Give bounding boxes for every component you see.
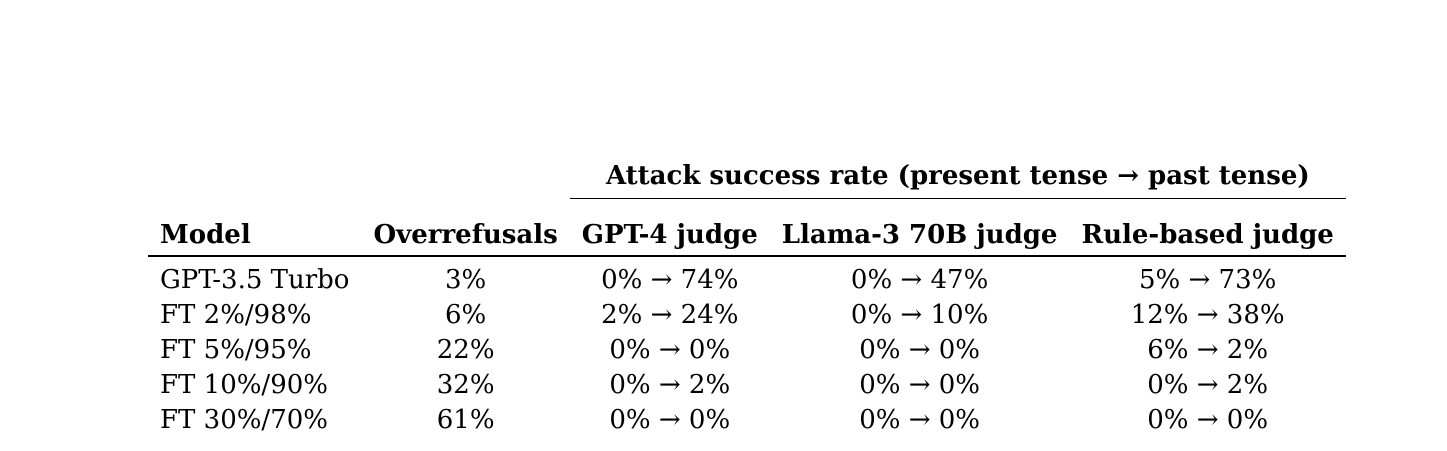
model-cell: FT 30%/70% (160, 405, 328, 435)
gpt4-judge-cell: 0% → 0% (609, 405, 731, 435)
group-spacer (148, 150, 361, 199)
gpt4-judge-cell: 2% → 24% (601, 300, 739, 330)
overrefusals-cell: 22% (436, 335, 495, 365)
model-cell: FT 5%/95% (160, 335, 312, 365)
model-cell: FT 2%/98% (160, 300, 312, 330)
llama3-judge-cell: 0% → 10% (850, 300, 989, 330)
rule-based-judge-cell: 6% → 2% (1147, 335, 1269, 365)
column-header-llama3-judge: Llama-3 70B judge (769, 198, 1070, 257)
llama3-judge-cell: 0% → 0% (859, 335, 981, 365)
column-header-rule-based-judge: Rule-based judge (1069, 198, 1346, 257)
column-header-model: Model (148, 198, 362, 257)
table-row: FT 2%/98% 6% 2% → 24% 0% → 10% 12% → 38% (148, 298, 1346, 333)
llama3-judge-cell: 0% → 0% (859, 405, 981, 435)
column-header-gpt4-judge: GPT-4 judge (569, 198, 770, 257)
model-cell: GPT-3.5 Turbo (160, 265, 350, 295)
attack-success-rate-header: Attack success rate (present tense → pas… (569, 150, 1346, 199)
gpt4-judge-cell: 0% → 2% (609, 370, 731, 400)
table-row: GPT-3.5 Turbo 3% 0% → 74% 0% → 47% 5% → … (148, 256, 1346, 298)
overrefusals-cell: 3% (445, 265, 487, 295)
gpt4-judge-cell: 0% → 74% (601, 265, 739, 295)
rule-based-judge-cell: 0% → 2% (1147, 370, 1269, 400)
table-row: FT 5%/95% 22% 0% → 0% 0% → 0% 6% → 2% (148, 333, 1346, 368)
column-header-row: Model Overrefusals GPT-4 judge Llama-3 7… (148, 198, 1346, 257)
rule-based-judge-cell: 0% → 0% (1147, 405, 1269, 435)
overrefusals-cell: 6% (445, 300, 487, 330)
gpt4-judge-cell: 0% → 0% (609, 335, 731, 365)
column-header-overrefusals: Overrefusals (361, 198, 570, 257)
group-header-row: Attack success rate (present tense → pas… (148, 150, 1346, 199)
table-row: FT 10%/90% 32% 0% → 2% 0% → 0% 0% → 2% (148, 368, 1346, 403)
group-spacer (361, 150, 569, 199)
overrefusals-cell: 32% (436, 370, 495, 400)
table-row: FT 30%/70% 61% 0% → 0% 0% → 0% 0% → 0% (148, 403, 1346, 438)
overrefusals-cell: 61% (436, 405, 495, 435)
results-table-container: Attack success rate (present tense → pas… (148, 150, 1346, 438)
rule-based-judge-cell: 12% → 38% (1130, 300, 1285, 330)
llama3-judge-cell: 0% → 47% (850, 265, 989, 295)
rule-based-judge-cell: 5% → 73% (1138, 265, 1277, 295)
llama3-judge-cell: 0% → 0% (859, 370, 981, 400)
results-table: Attack success rate (present tense → pas… (148, 150, 1346, 438)
model-cell: FT 10%/90% (160, 370, 328, 400)
